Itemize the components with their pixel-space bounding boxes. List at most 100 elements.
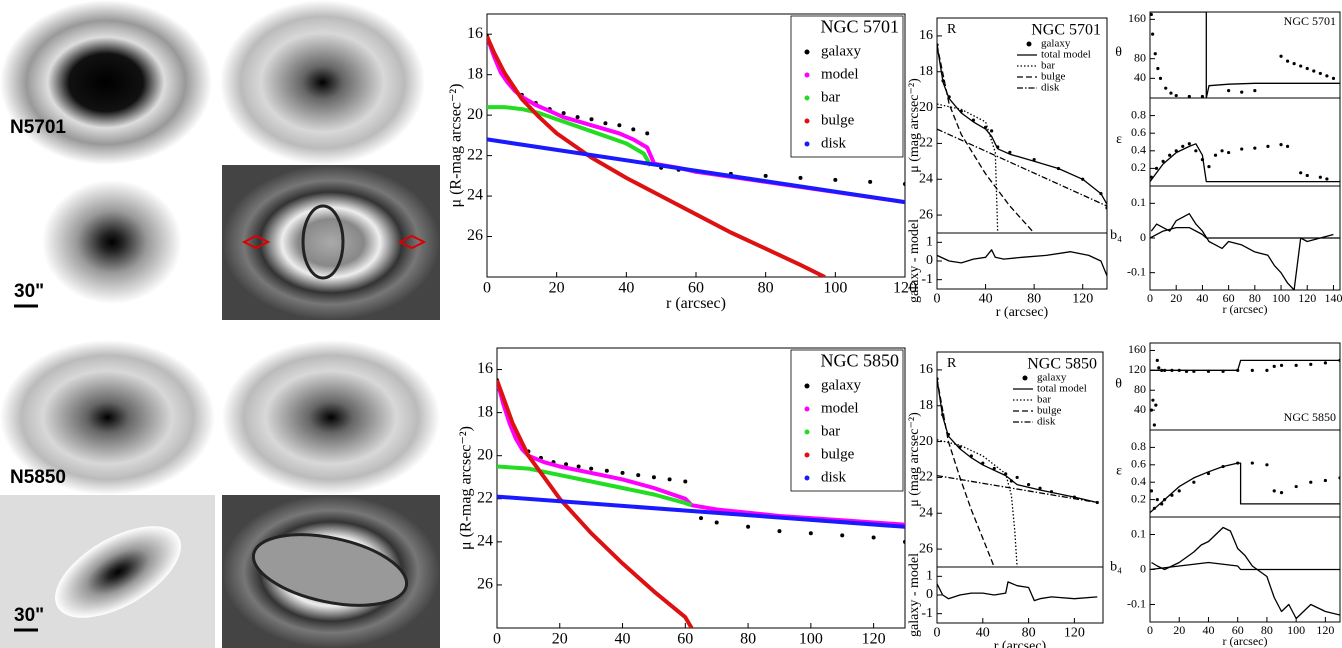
y-tick-label: 0 — [926, 253, 933, 268]
y-axis-label: θ — [1115, 45, 1122, 60]
legend-label: bar — [1037, 394, 1051, 406]
data-point — [1227, 89, 1231, 93]
y-tick-label: 80 — [1134, 382, 1146, 396]
legend-marker — [804, 95, 810, 101]
data-point — [1015, 475, 1019, 480]
chart-title: NGC 5701 — [820, 17, 899, 37]
x-tick-label: 80 — [1027, 292, 1041, 307]
data-point — [1250, 461, 1254, 465]
x-tick-label: 80 — [758, 280, 774, 297]
data-point — [1150, 489, 1154, 493]
x-tick-label: 120 — [1064, 626, 1085, 641]
data-point — [636, 473, 641, 478]
scale-label: 30" — [14, 605, 44, 626]
y-tick-label: 160 — [1128, 11, 1146, 25]
data-point — [1164, 86, 1168, 90]
data-point — [1299, 64, 1303, 68]
legend-label: bar — [1041, 60, 1055, 72]
x-tick-label: 20 — [1170, 291, 1182, 305]
data-point — [1325, 177, 1329, 181]
data-point — [1158, 76, 1163, 80]
y-tick-label: 18 — [467, 65, 483, 82]
bar-outline — [251, 533, 409, 607]
data-point — [1318, 71, 1322, 76]
data-point — [1305, 173, 1309, 178]
x-tick-label: 60 — [1232, 623, 1244, 637]
x-tick-label: 20 — [1173, 623, 1185, 637]
data-point — [561, 111, 566, 116]
chart: 16 18 20 22 24 26 0 20 40 60 80 100 120 r (arcsec) μ (… — [448, 13, 917, 312]
x-axis-label: r (arcsec) — [666, 295, 726, 312]
y-axis-label: θ — [1115, 377, 1122, 392]
x-tick-label: 60 — [677, 631, 693, 648]
data-point — [1032, 157, 1036, 162]
plot-area — [1150, 142, 1340, 183]
data-point — [1240, 90, 1244, 94]
y-tick-label: 0.4 — [1131, 474, 1146, 488]
x-tick-label: 80 — [1022, 626, 1036, 641]
legend-marker — [1026, 41, 1032, 47]
y-axis-label: μ (R-mag arcsec⁻²) — [448, 84, 465, 208]
y-axis-label: μ (mag arcsec⁻²) — [907, 78, 922, 173]
plot-area — [937, 377, 1099, 567]
data-point — [645, 131, 650, 136]
data-point — [1151, 32, 1155, 36]
data-point — [1309, 480, 1313, 484]
legend-label: galaxy — [1041, 38, 1071, 50]
y-tick-label: 16 — [467, 25, 483, 42]
annotation: R — [947, 356, 957, 371]
x-tick-label: 40 — [979, 292, 993, 307]
y-tick-label: 18 — [919, 398, 933, 413]
chart-title: NGC 5850 — [820, 351, 899, 371]
y-tick-label: 1 — [926, 569, 933, 584]
x-tick-label: 80 — [1261, 623, 1273, 637]
legend-marker — [804, 406, 810, 412]
data-point — [1323, 361, 1327, 365]
y-tick-label: -1 — [921, 272, 933, 287]
y-tick-label: 22 — [477, 489, 493, 506]
plot-area — [1150, 461, 1340, 514]
y-tick-label: 24 — [919, 171, 933, 186]
series-line — [1150, 143, 1340, 183]
data-point — [620, 470, 625, 475]
x-tick-label: 0 — [493, 631, 501, 648]
image — [222, 340, 440, 495]
plot-frame — [496, 347, 906, 629]
data-point — [1227, 150, 1231, 155]
plot-area — [1150, 12, 1340, 98]
x-tick-label: 0 — [1147, 291, 1153, 305]
legend-marker — [804, 141, 810, 147]
y-tick-label: 26 — [919, 207, 933, 222]
y-tick-label: 18 — [477, 403, 493, 420]
data-point — [1150, 408, 1154, 412]
image — [0, 340, 215, 495]
series-line — [937, 44, 1035, 233]
x-tick-label: 100 — [1287, 623, 1305, 637]
y-tick-label: -0.1 — [1127, 596, 1146, 610]
data-point — [1169, 91, 1173, 95]
y-tick-label: 20 — [467, 106, 483, 123]
y-tick-label: 22 — [919, 470, 933, 485]
x-tick-label: 40 — [1196, 291, 1208, 305]
data-point — [1279, 363, 1284, 367]
chart: 16 18 20 22 24 26 μ (mag arcsec⁻²) NGC 5701 Rgal… — [907, 17, 1108, 234]
series-line — [1150, 462, 1340, 514]
data-point — [604, 468, 609, 473]
y-tick-label: 16 — [919, 28, 933, 43]
legend-marker — [804, 429, 810, 435]
data-point — [1220, 149, 1224, 153]
data-point — [603, 121, 608, 126]
data-point — [990, 129, 994, 133]
data-point — [1194, 149, 1198, 153]
y-tick-label: 24 — [919, 505, 933, 520]
data-point — [667, 477, 672, 482]
chart: 0.2 0.4 0.6 0.8 ε — [1116, 97, 1341, 187]
series-line — [937, 439, 1018, 567]
y-tick-label: 40 — [1134, 70, 1146, 84]
data-point — [798, 175, 803, 180]
image — [0, 0, 212, 165]
series-line — [497, 464, 693, 508]
y-tick-label: 0.4 — [1131, 143, 1146, 157]
